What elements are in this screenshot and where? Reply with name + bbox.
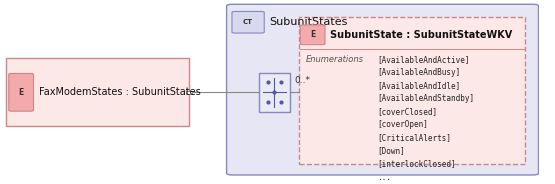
Text: FaxModemStates : SubunitStates: FaxModemStates : SubunitStates <box>39 87 200 97</box>
Text: [CriticalAlerts]: [CriticalAlerts] <box>377 133 451 142</box>
Text: E: E <box>310 30 315 39</box>
Text: [coverOpen]: [coverOpen] <box>377 120 428 129</box>
Text: CT: CT <box>243 19 253 25</box>
FancyBboxPatch shape <box>226 4 538 175</box>
Text: SubunitStates: SubunitStates <box>270 17 348 27</box>
FancyBboxPatch shape <box>9 73 33 111</box>
Bar <box>299 17 525 164</box>
Text: 0..*: 0..* <box>294 76 310 85</box>
Text: E: E <box>18 88 24 97</box>
Text: [AvailableAndIdle]: [AvailableAndIdle] <box>377 81 461 90</box>
Text: [coverClosed]: [coverClosed] <box>377 107 437 116</box>
FancyBboxPatch shape <box>232 11 264 33</box>
Text: [AvailableAndBusy]: [AvailableAndBusy] <box>377 68 461 77</box>
Text: Enumerations: Enumerations <box>306 55 364 64</box>
Bar <box>6 58 189 126</box>
Text: [Down]: [Down] <box>377 146 405 155</box>
Text: [AvailableAndStandby]: [AvailableAndStandby] <box>377 94 475 103</box>
Text: ...: ... <box>377 173 391 182</box>
Bar <box>186 91 192 94</box>
Bar <box>259 72 290 112</box>
FancyBboxPatch shape <box>300 25 325 45</box>
Text: [AvailableAndActive]: [AvailableAndActive] <box>377 55 470 64</box>
Text: SubunitState : SubunitStateWKV: SubunitState : SubunitStateWKV <box>330 30 513 40</box>
Text: [interlockClosed]: [interlockClosed] <box>377 160 456 169</box>
